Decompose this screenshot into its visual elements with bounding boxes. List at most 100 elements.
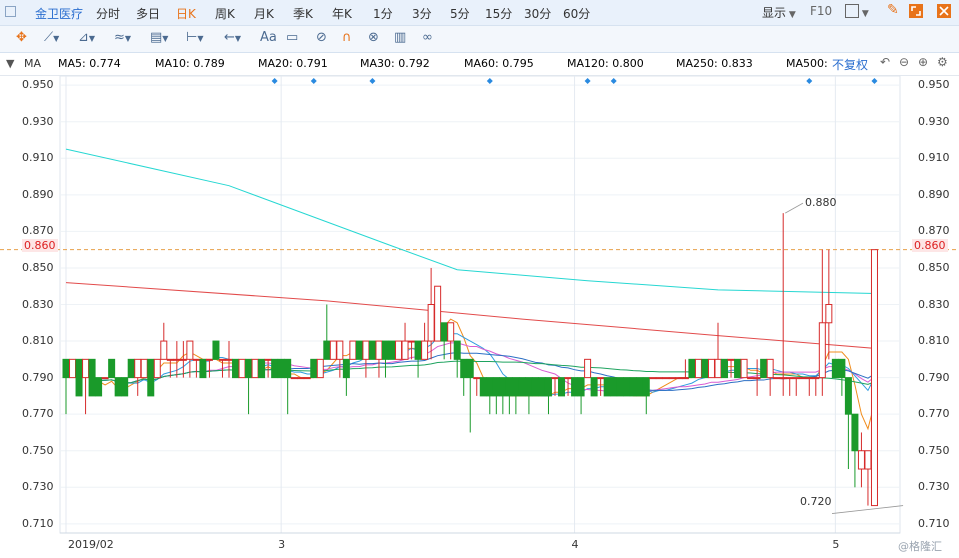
candle-body — [101, 377, 109, 380]
price-label-right: 0.930 — [918, 114, 950, 128]
candle-body — [747, 377, 755, 380]
price-label-left: 0.770 — [22, 407, 54, 421]
candle-body — [323, 340, 331, 360]
expand-icon[interactable] — [908, 3, 924, 22]
tab-timeframe-9[interactable]: 5分 — [450, 7, 470, 21]
event-marker[interactable] — [806, 78, 813, 84]
link-icon[interactable]: ∞ — [422, 30, 433, 45]
candle-body — [681, 377, 689, 380]
fib-tool-icon[interactable]: ▤▼ — [150, 30, 169, 45]
measure-tool-icon[interactable]: ⊢▼ — [186, 30, 204, 45]
candle-body — [701, 358, 709, 379]
candle-body — [447, 322, 455, 342]
arrow-tool-icon[interactable]: ←▼ — [224, 30, 242, 45]
event-marker[interactable] — [271, 78, 278, 84]
eraser-icon[interactable]: ⊘ — [316, 30, 327, 45]
candle-body — [564, 377, 572, 380]
close-icon[interactable] — [936, 3, 952, 22]
settings-icon[interactable]: ⚙ — [937, 55, 948, 69]
candle-body — [766, 358, 774, 379]
candle-body — [734, 358, 742, 379]
zoom-out-icon[interactable]: ⊖ — [899, 55, 910, 69]
ma-line-ma120 — [65, 282, 875, 356]
adjust-dropdown[interactable]: 不复权 — [832, 58, 869, 72]
collapse-icon[interactable]: ▼ — [6, 57, 15, 70]
candle-body — [662, 377, 670, 380]
hide-icon[interactable]: ⊗ — [368, 30, 379, 45]
candle-body — [460, 358, 468, 379]
tab-timeframe-11[interactable]: 30分 — [524, 7, 552, 21]
candle-body — [603, 377, 611, 397]
price-label-left: 0.810 — [22, 334, 54, 348]
ma-line-ma5 — [65, 318, 875, 431]
event-marker[interactable] — [584, 78, 591, 84]
stock-name[interactable]: 金卫医疗 — [35, 7, 84, 21]
channel-tool-icon[interactable]: ⊿▼ — [78, 30, 96, 45]
current-price-tag-right: 0.860 — [912, 239, 948, 252]
price-label-left: 0.910 — [22, 151, 54, 165]
candle-body — [838, 358, 846, 379]
indicator-name[interactable]: MA — [24, 57, 42, 70]
f10-button[interactable]: F10 — [810, 4, 833, 18]
tab-timeframe-5[interactable]: 季K — [293, 7, 313, 21]
trash-icon[interactable]: ▥ — [394, 30, 407, 45]
candle-body — [225, 358, 233, 361]
tab-timeframe-12[interactable]: 60分 — [563, 7, 591, 21]
pencil-icon[interactable]: ✎ — [887, 2, 899, 18]
candle-body — [616, 377, 624, 397]
candle-body — [499, 377, 507, 397]
candle-body — [238, 358, 246, 379]
event-marker[interactable] — [486, 78, 493, 84]
candle-body — [395, 340, 403, 360]
checkbox-dropdown[interactable]: ▼ — [845, 4, 869, 19]
tab-timeframe-2[interactable]: 日K — [176, 7, 196, 21]
magnet-icon[interactable]: ∩ — [342, 30, 352, 45]
window-toggle-icon[interactable] — [5, 6, 16, 17]
event-marker[interactable] — [871, 78, 878, 84]
candle-body — [375, 340, 383, 360]
price-label-left: 0.710 — [22, 516, 54, 530]
comment-icon[interactable]: ▭ — [286, 30, 299, 45]
candle-body — [844, 377, 852, 415]
tab-timeframe-4[interactable]: 月K — [254, 7, 274, 21]
candle-body — [525, 377, 533, 397]
price-label-right: 0.730 — [918, 480, 950, 494]
tab-timeframe-6[interactable]: 年K — [332, 7, 352, 21]
price-label-left: 0.890 — [22, 187, 54, 201]
event-marker[interactable] — [310, 78, 317, 84]
tab-timeframe-1[interactable]: 多日 — [136, 7, 161, 21]
ma-line-ma30 — [65, 352, 875, 391]
event-marker[interactable] — [369, 78, 376, 84]
candle-body — [336, 340, 344, 360]
tab-timeframe-8[interactable]: 3分 — [412, 7, 432, 21]
candle-body — [512, 377, 520, 397]
candle-body — [310, 358, 318, 379]
tab-timeframe-0[interactable]: 分时 — [96, 7, 121, 21]
undo-icon[interactable]: ↶ — [880, 55, 891, 69]
candle-body — [401, 340, 409, 360]
candle-body — [290, 377, 298, 380]
text-tool[interactable]: Aa — [260, 30, 277, 45]
crosshair-icon[interactable]: ✥ — [16, 30, 27, 45]
candle-body — [160, 340, 168, 360]
candle-body — [388, 340, 396, 360]
line-tool-icon[interactable]: ⟋▼ — [44, 30, 60, 45]
tab-timeframe-10[interactable]: 15分 — [485, 7, 513, 21]
price-label-left: 0.790 — [22, 370, 54, 384]
date-label: 2019/02 — [68, 538, 114, 551]
event-marker[interactable] — [610, 78, 617, 84]
tab-timeframe-3[interactable]: 周K — [215, 7, 235, 21]
candle-body — [271, 358, 279, 379]
price-label-right: 0.790 — [918, 370, 950, 384]
display-dropdown[interactable]: 显示 ▼ — [762, 4, 796, 21]
date-label: 5 — [832, 538, 840, 551]
price-label-left: 0.930 — [22, 114, 54, 128]
zoom-in-icon[interactable]: ⊕ — [918, 55, 929, 69]
candle-body — [831, 358, 839, 379]
candle-body — [623, 377, 631, 397]
tab-timeframe-7[interactable]: 1分 — [373, 7, 393, 21]
candle-body — [349, 340, 357, 360]
wave-tool-icon[interactable]: ≈▼ — [114, 30, 132, 45]
candle-body — [232, 358, 240, 379]
